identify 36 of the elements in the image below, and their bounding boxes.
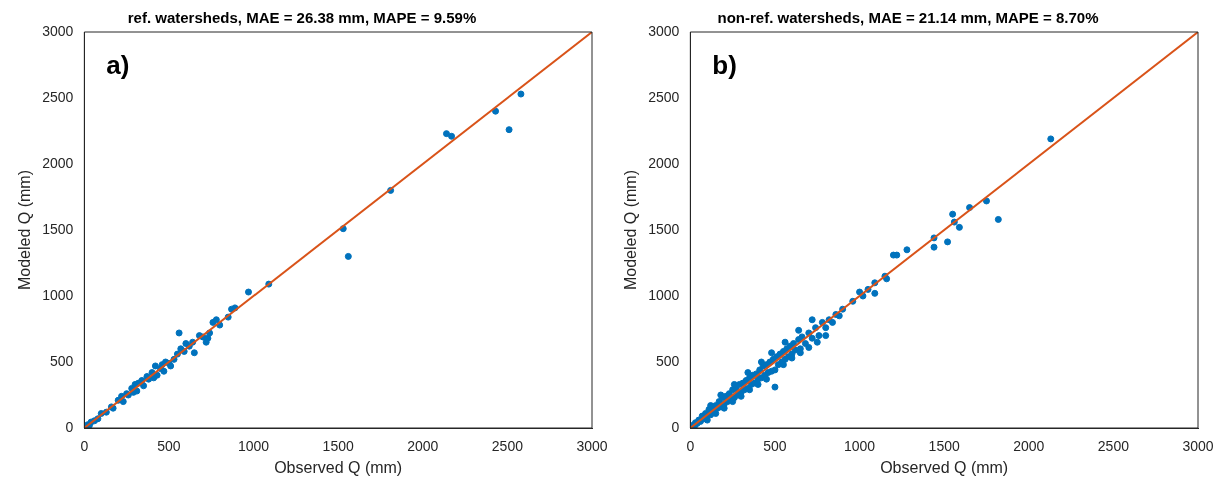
annotation: b) <box>712 50 737 81</box>
x-tick-label: 2500 <box>491 438 524 455</box>
y-tick-label: 3000 <box>648 22 680 39</box>
y-tick-label: 1500 <box>648 220 680 237</box>
x-tick-label: 2000 <box>407 438 439 455</box>
x-tick-label: 0 <box>686 438 695 455</box>
y-tick-label: 2500 <box>42 88 74 105</box>
chart-title: non-ref. watersheds, MAE = 21.14 mm, MAPE = 8.70% <box>717 9 1099 27</box>
x-tick-label: 2000 <box>1013 438 1045 455</box>
x-tick-label: 3000 <box>576 438 608 455</box>
annotation: a) <box>106 50 130 81</box>
y-tick-label: 2000 <box>648 154 680 171</box>
y-axis-title: Modeled Q (mm) <box>16 169 34 291</box>
chart-title: ref. watersheds, MAE = 26.38 mm, MAPE = 9.59% <box>127 9 477 27</box>
x-tick-label: 1000 <box>237 438 270 455</box>
x-axis-title: Observed Q (mm) <box>880 458 1009 476</box>
y-tick-label: 1500 <box>42 220 74 237</box>
x-tick-label: 1500 <box>928 438 960 455</box>
y-axis-title: Modeled Q (mm) <box>622 169 640 291</box>
x-tick-label: 500 <box>157 438 181 455</box>
x-tick-label: 0 <box>80 438 89 455</box>
y-tick-label: 500 <box>49 352 74 369</box>
x-tick-label: 1000 <box>843 438 876 455</box>
x-tick-label: 500 <box>763 438 787 455</box>
y-tick-label: 2500 <box>648 88 680 105</box>
y-tick-label: 500 <box>655 352 680 369</box>
y-tick-label: 0 <box>671 418 680 435</box>
y-tick-label: 0 <box>65 418 74 435</box>
y-tick-label: 1000 <box>648 286 680 303</box>
y-tick-label: 3000 <box>42 22 74 39</box>
x-tick-label: 1500 <box>322 438 354 455</box>
x-tick-label: 2500 <box>1097 438 1130 455</box>
x-tick-label: 3000 <box>1182 438 1214 455</box>
y-tick-label: 1000 <box>42 286 74 303</box>
y-tick-label: 2000 <box>42 154 74 171</box>
x-axis-title: Observed Q (mm) <box>274 458 403 476</box>
